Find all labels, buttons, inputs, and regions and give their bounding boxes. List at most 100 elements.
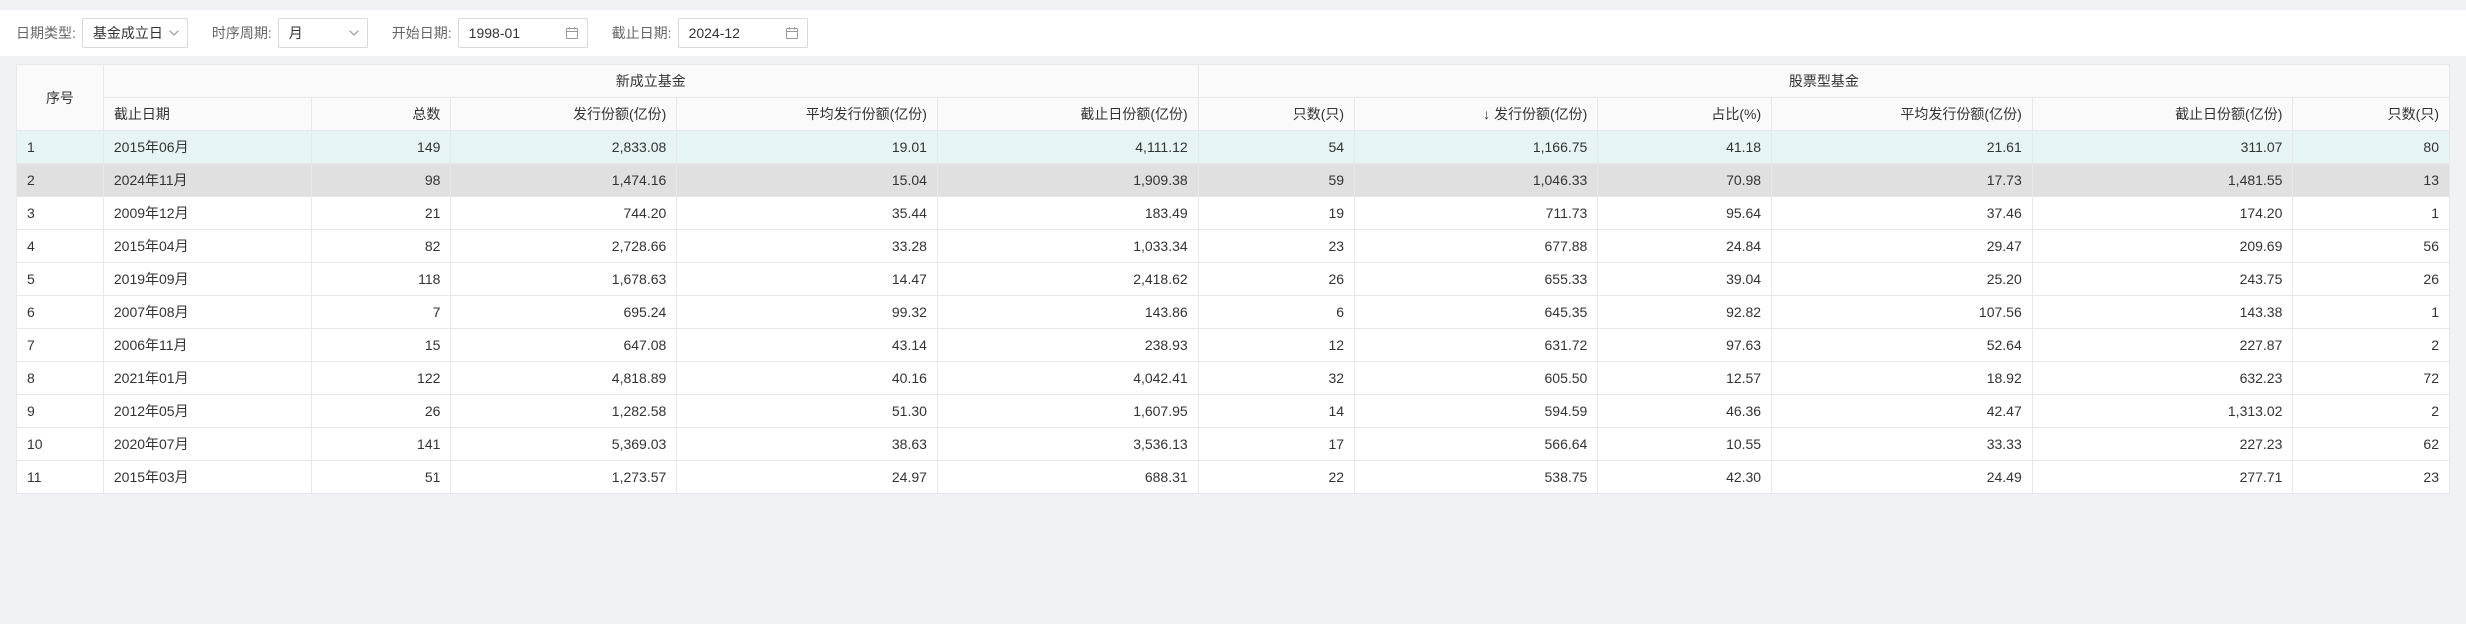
cell-eq_only: 1: [2293, 197, 2450, 230]
cell-eq_cut: 277.71: [2032, 461, 2293, 494]
table-body: 12015年06月1492,833.0819.014,111.12541,166…: [17, 131, 2450, 494]
table-row[interactable]: 72006年11月15647.0843.14238.9312631.7297.6…: [17, 329, 2450, 362]
cell-issue: 1,678.63: [451, 263, 677, 296]
col-eq-avg-issue[interactable]: 平均发行份额(亿份): [1772, 98, 2033, 131]
cell-eq_avg: 107.56: [1772, 296, 2033, 329]
end-date-input[interactable]: 2024-12: [678, 18, 808, 48]
cell-eq_issue: 538.75: [1355, 461, 1598, 494]
chevron-down-icon: [349, 30, 359, 36]
cell-eq_issue: 605.50: [1355, 362, 1598, 395]
cell-seq: 7: [17, 329, 104, 362]
col-eq-cutoff-share[interactable]: 截止日份额(亿份): [2032, 98, 2293, 131]
cell-pct: 24.84: [1598, 230, 1772, 263]
cell-cut: 4,042.41: [937, 362, 1198, 395]
cell-eq_issue: 677.88: [1355, 230, 1598, 263]
cell-pct: 41.18: [1598, 131, 1772, 164]
cell-date: 2024年11月: [103, 164, 312, 197]
table-row[interactable]: 112015年03月511,273.5724.97688.3122538.754…: [17, 461, 2450, 494]
period-select[interactable]: 月: [278, 18, 368, 48]
table-row[interactable]: 22024年11月981,474.1615.041,909.38591,046.…: [17, 164, 2450, 197]
table-row[interactable]: 82021年01月1224,818.8940.164,042.4132605.5…: [17, 362, 2450, 395]
filter-period: 时序周期: 月: [212, 18, 368, 48]
cell-pct: 46.36: [1598, 395, 1772, 428]
cell-only: 54: [1198, 131, 1354, 164]
date-type-select[interactable]: 基金成立日: [82, 18, 188, 48]
col-eq-count[interactable]: 只数(只): [2293, 98, 2450, 131]
cell-issue: 2,728.66: [451, 230, 677, 263]
table-row[interactable]: 62007年08月7695.2499.32143.866645.3592.821…: [17, 296, 2450, 329]
cell-seq: 2: [17, 164, 104, 197]
cell-eq_avg: 21.61: [1772, 131, 2033, 164]
cell-cut: 688.31: [937, 461, 1198, 494]
cell-eq_avg: 24.49: [1772, 461, 2033, 494]
cell-cut: 1,607.95: [937, 395, 1198, 428]
data-table-container: 序号 新成立基金 股票型基金 截止日期 总数 发行份额(亿份) 平均发行份额(亿…: [16, 64, 2450, 494]
cell-only: 12: [1198, 329, 1354, 362]
col-seq[interactable]: 序号: [17, 65, 104, 131]
filter-start-date: 开始日期: 1998-01: [392, 18, 588, 48]
start-date-input[interactable]: 1998-01: [458, 18, 588, 48]
cell-issue: 744.20: [451, 197, 677, 230]
cell-issue: 1,282.58: [451, 395, 677, 428]
cell-eq_issue: 631.72: [1355, 329, 1598, 362]
cell-eq_cut: 243.75: [2032, 263, 2293, 296]
cell-avg: 51.30: [677, 395, 938, 428]
cell-issue: 1,474.16: [451, 164, 677, 197]
cell-pct: 39.04: [1598, 263, 1772, 296]
cell-pct: 10.55: [1598, 428, 1772, 461]
table-row[interactable]: 42015年04月822,728.6633.281,033.3423677.88…: [17, 230, 2450, 263]
cell-issue: 2,833.08: [451, 131, 677, 164]
cell-date: 2015年06月: [103, 131, 312, 164]
table-row[interactable]: 32009年12月21744.2035.44183.4919711.7395.6…: [17, 197, 2450, 230]
cell-only: 59: [1198, 164, 1354, 197]
chevron-down-icon: [169, 30, 179, 36]
col-cutoff-date[interactable]: 截止日期: [103, 98, 312, 131]
cell-eq_only: 80: [2293, 131, 2450, 164]
cell-pct: 95.64: [1598, 197, 1772, 230]
col-count[interactable]: 只数(只): [1198, 98, 1354, 131]
table-row[interactable]: 102020年07月1415,369.0338.633,536.1317566.…: [17, 428, 2450, 461]
cell-avg: 19.01: [677, 131, 938, 164]
col-eq-pct[interactable]: 占比(%): [1598, 98, 1772, 131]
cell-avg: 40.16: [677, 362, 938, 395]
cell-date: 2007年08月: [103, 296, 312, 329]
cell-only: 19: [1198, 197, 1354, 230]
table-row[interactable]: 92012年05月261,282.5851.301,607.9514594.59…: [17, 395, 2450, 428]
col-avg-issue[interactable]: 平均发行份额(亿份): [677, 98, 938, 131]
end-date-label: 截止日期:: [612, 23, 672, 43]
cell-issue: 1,273.57: [451, 461, 677, 494]
cell-eq_only: 23: [2293, 461, 2450, 494]
col-total[interactable]: 总数: [312, 98, 451, 131]
data-table: 序号 新成立基金 股票型基金 截止日期 总数 发行份额(亿份) 平均发行份额(亿…: [16, 64, 2450, 494]
cell-total: 118: [312, 263, 451, 296]
table-header: 序号 新成立基金 股票型基金 截止日期 总数 发行份额(亿份) 平均发行份额(亿…: [17, 65, 2450, 131]
cell-cut: 183.49: [937, 197, 1198, 230]
cell-total: 98: [312, 164, 451, 197]
cell-total: 7: [312, 296, 451, 329]
cell-avg: 38.63: [677, 428, 938, 461]
cell-total: 122: [312, 362, 451, 395]
col-eq-issue-sorted[interactable]: ↓ 发行份额(亿份): [1355, 98, 1598, 131]
cell-eq_only: 2: [2293, 395, 2450, 428]
table-row[interactable]: 12015年06月1492,833.0819.014,111.12541,166…: [17, 131, 2450, 164]
cell-date: 2021年01月: [103, 362, 312, 395]
cell-issue: 4,818.89: [451, 362, 677, 395]
cell-avg: 35.44: [677, 197, 938, 230]
cell-cut: 2,418.62: [937, 263, 1198, 296]
cell-eq_cut: 174.20: [2032, 197, 2293, 230]
cell-cut: 238.93: [937, 329, 1198, 362]
col-issue-share[interactable]: 发行份额(亿份): [451, 98, 677, 131]
cell-only: 22: [1198, 461, 1354, 494]
cell-eq_avg: 42.47: [1772, 395, 2033, 428]
cell-eq_avg: 37.46: [1772, 197, 2033, 230]
col-cutoff-share[interactable]: 截止日份额(亿份): [937, 98, 1198, 131]
date-type-label: 日期类型:: [16, 23, 76, 43]
colgroup-new-funds: 新成立基金: [103, 65, 1198, 98]
cell-seq: 4: [17, 230, 104, 263]
cell-total: 51: [312, 461, 451, 494]
period-value: 月: [289, 23, 303, 43]
cell-pct: 42.30: [1598, 461, 1772, 494]
cell-eq_cut: 1,481.55: [2032, 164, 2293, 197]
table-row[interactable]: 52019年09月1181,678.6314.472,418.6226655.3…: [17, 263, 2450, 296]
cell-only: 6: [1198, 296, 1354, 329]
